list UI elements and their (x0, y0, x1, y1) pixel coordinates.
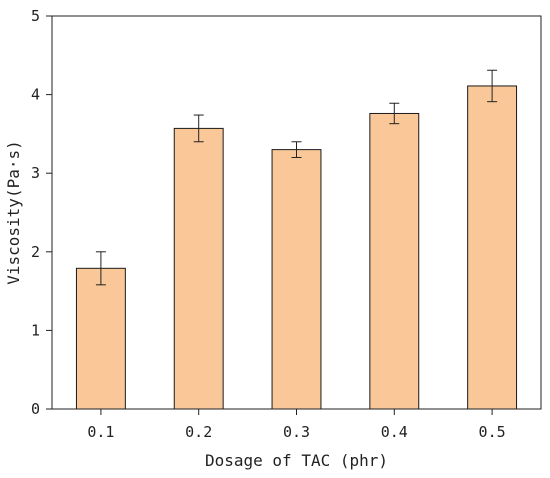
x-tick-label: 0.1 (87, 423, 114, 441)
error-bar-0.2 (193, 114, 204, 143)
bar-0.3 (271, 149, 322, 410)
bar-0.4 (369, 112, 420, 410)
error-bar-0.4 (389, 102, 400, 125)
y-tick-label: 2 (31, 243, 40, 261)
x-axis-label: Dosage of TAC (phr) (205, 451, 388, 470)
error-bars-layer (95, 69, 498, 286)
x-axis-ticks: 0.1 0.2 0.3 0.4 0.5 (87, 409, 506, 441)
bar-0.2 (173, 127, 224, 410)
y-tick-label: 4 (31, 86, 40, 104)
x-tick-label: 0.3 (283, 423, 310, 441)
bars-layer (75, 85, 518, 410)
bar-0.5 (467, 85, 518, 410)
y-tick-label: 0 (31, 400, 40, 418)
bar-0.1 (75, 267, 126, 410)
y-tick-label: 1 (31, 321, 40, 339)
error-bar-0.1 (95, 251, 106, 286)
y-axis-ticks: 0 1 2 3 4 5 (31, 7, 52, 418)
x-tick-label: 0.4 (381, 423, 408, 441)
y-tick-label: 5 (31, 7, 40, 25)
x-tick-label: 0.5 (479, 423, 506, 441)
error-bar-0.3 (291, 141, 302, 158)
x-tick-label: 0.2 (185, 423, 212, 441)
y-tick-label: 3 (31, 164, 40, 182)
y-axis-label: Viscosity(Pa·s) (4, 140, 23, 285)
error-bar-0.5 (487, 69, 498, 103)
